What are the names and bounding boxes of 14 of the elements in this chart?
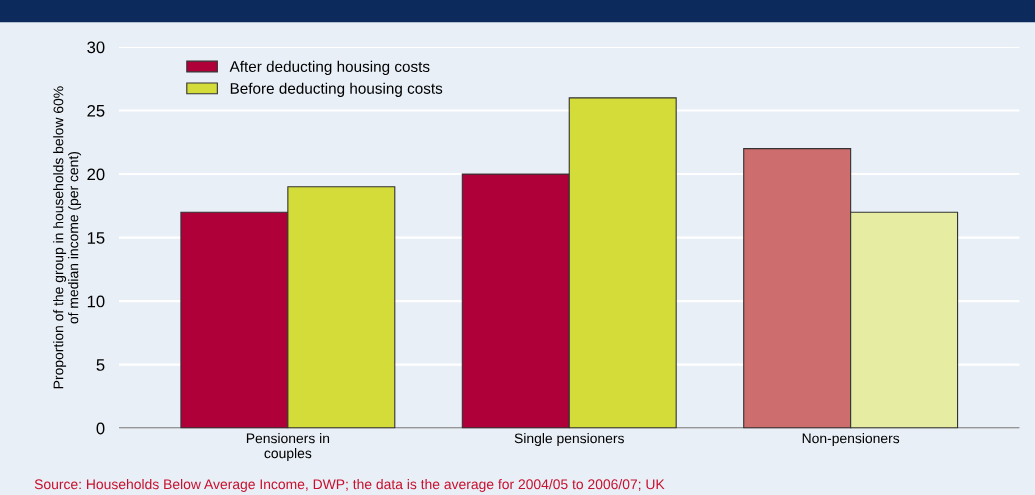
y-tick-label: 0 xyxy=(96,422,105,435)
x-tick-label: Non-pensioners xyxy=(802,433,900,446)
y-tick-label: 20 xyxy=(87,168,105,181)
y-tick-label: 25 xyxy=(87,104,105,117)
y-tick-label: 15 xyxy=(87,232,105,244)
x-tick-label: Pensioners in couples xyxy=(246,433,330,461)
legend-label: Before deducting housing costs xyxy=(230,82,443,97)
x-tick-label: Single pensioners xyxy=(514,433,624,446)
y-axis-title: Proportion of the group in households below 60% of median income (per cent) xyxy=(53,86,82,389)
legend-label: After deducting housing costs xyxy=(229,60,430,76)
y-tick-label: 5 xyxy=(96,359,105,371)
y-tick-label: 30 xyxy=(87,41,105,54)
y-tick-label: 10 xyxy=(87,295,105,308)
source-note: Source: Households Below Average Income, DWP; the data is the average for 2004/05 to 2006/07; UK xyxy=(34,478,665,492)
